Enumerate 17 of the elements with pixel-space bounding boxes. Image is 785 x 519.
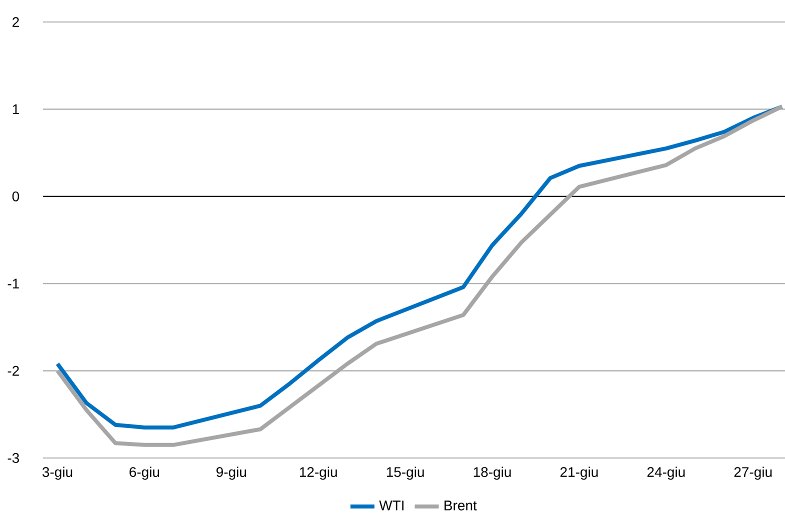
legend-label: WTI [379,500,404,510]
x-tick-label: 18-giu [474,466,511,480]
legend-label: Brent [444,500,477,510]
y-tick-label: -2 [8,366,19,376]
y-tick-label: -1 [8,278,19,288]
x-tick-label: 6-giu [130,466,160,480]
x-tick-label: 3-giu [42,466,72,480]
x-tick-label: 12-giu [300,466,337,480]
x-tick-label: 27-giu [734,466,772,480]
x-tick-label: 15-giu [386,466,424,480]
y-tick-label: -3 [8,453,20,463]
x-tick-label: 21-giu [560,466,598,480]
y-tick-label: 0 [12,191,20,202]
y-tick-label: 2 [12,17,19,27]
x-tick-label: 24-giu [647,466,685,480]
x-tick-label: 9-giu [216,466,246,480]
y-tick-label: 1 [12,104,19,114]
